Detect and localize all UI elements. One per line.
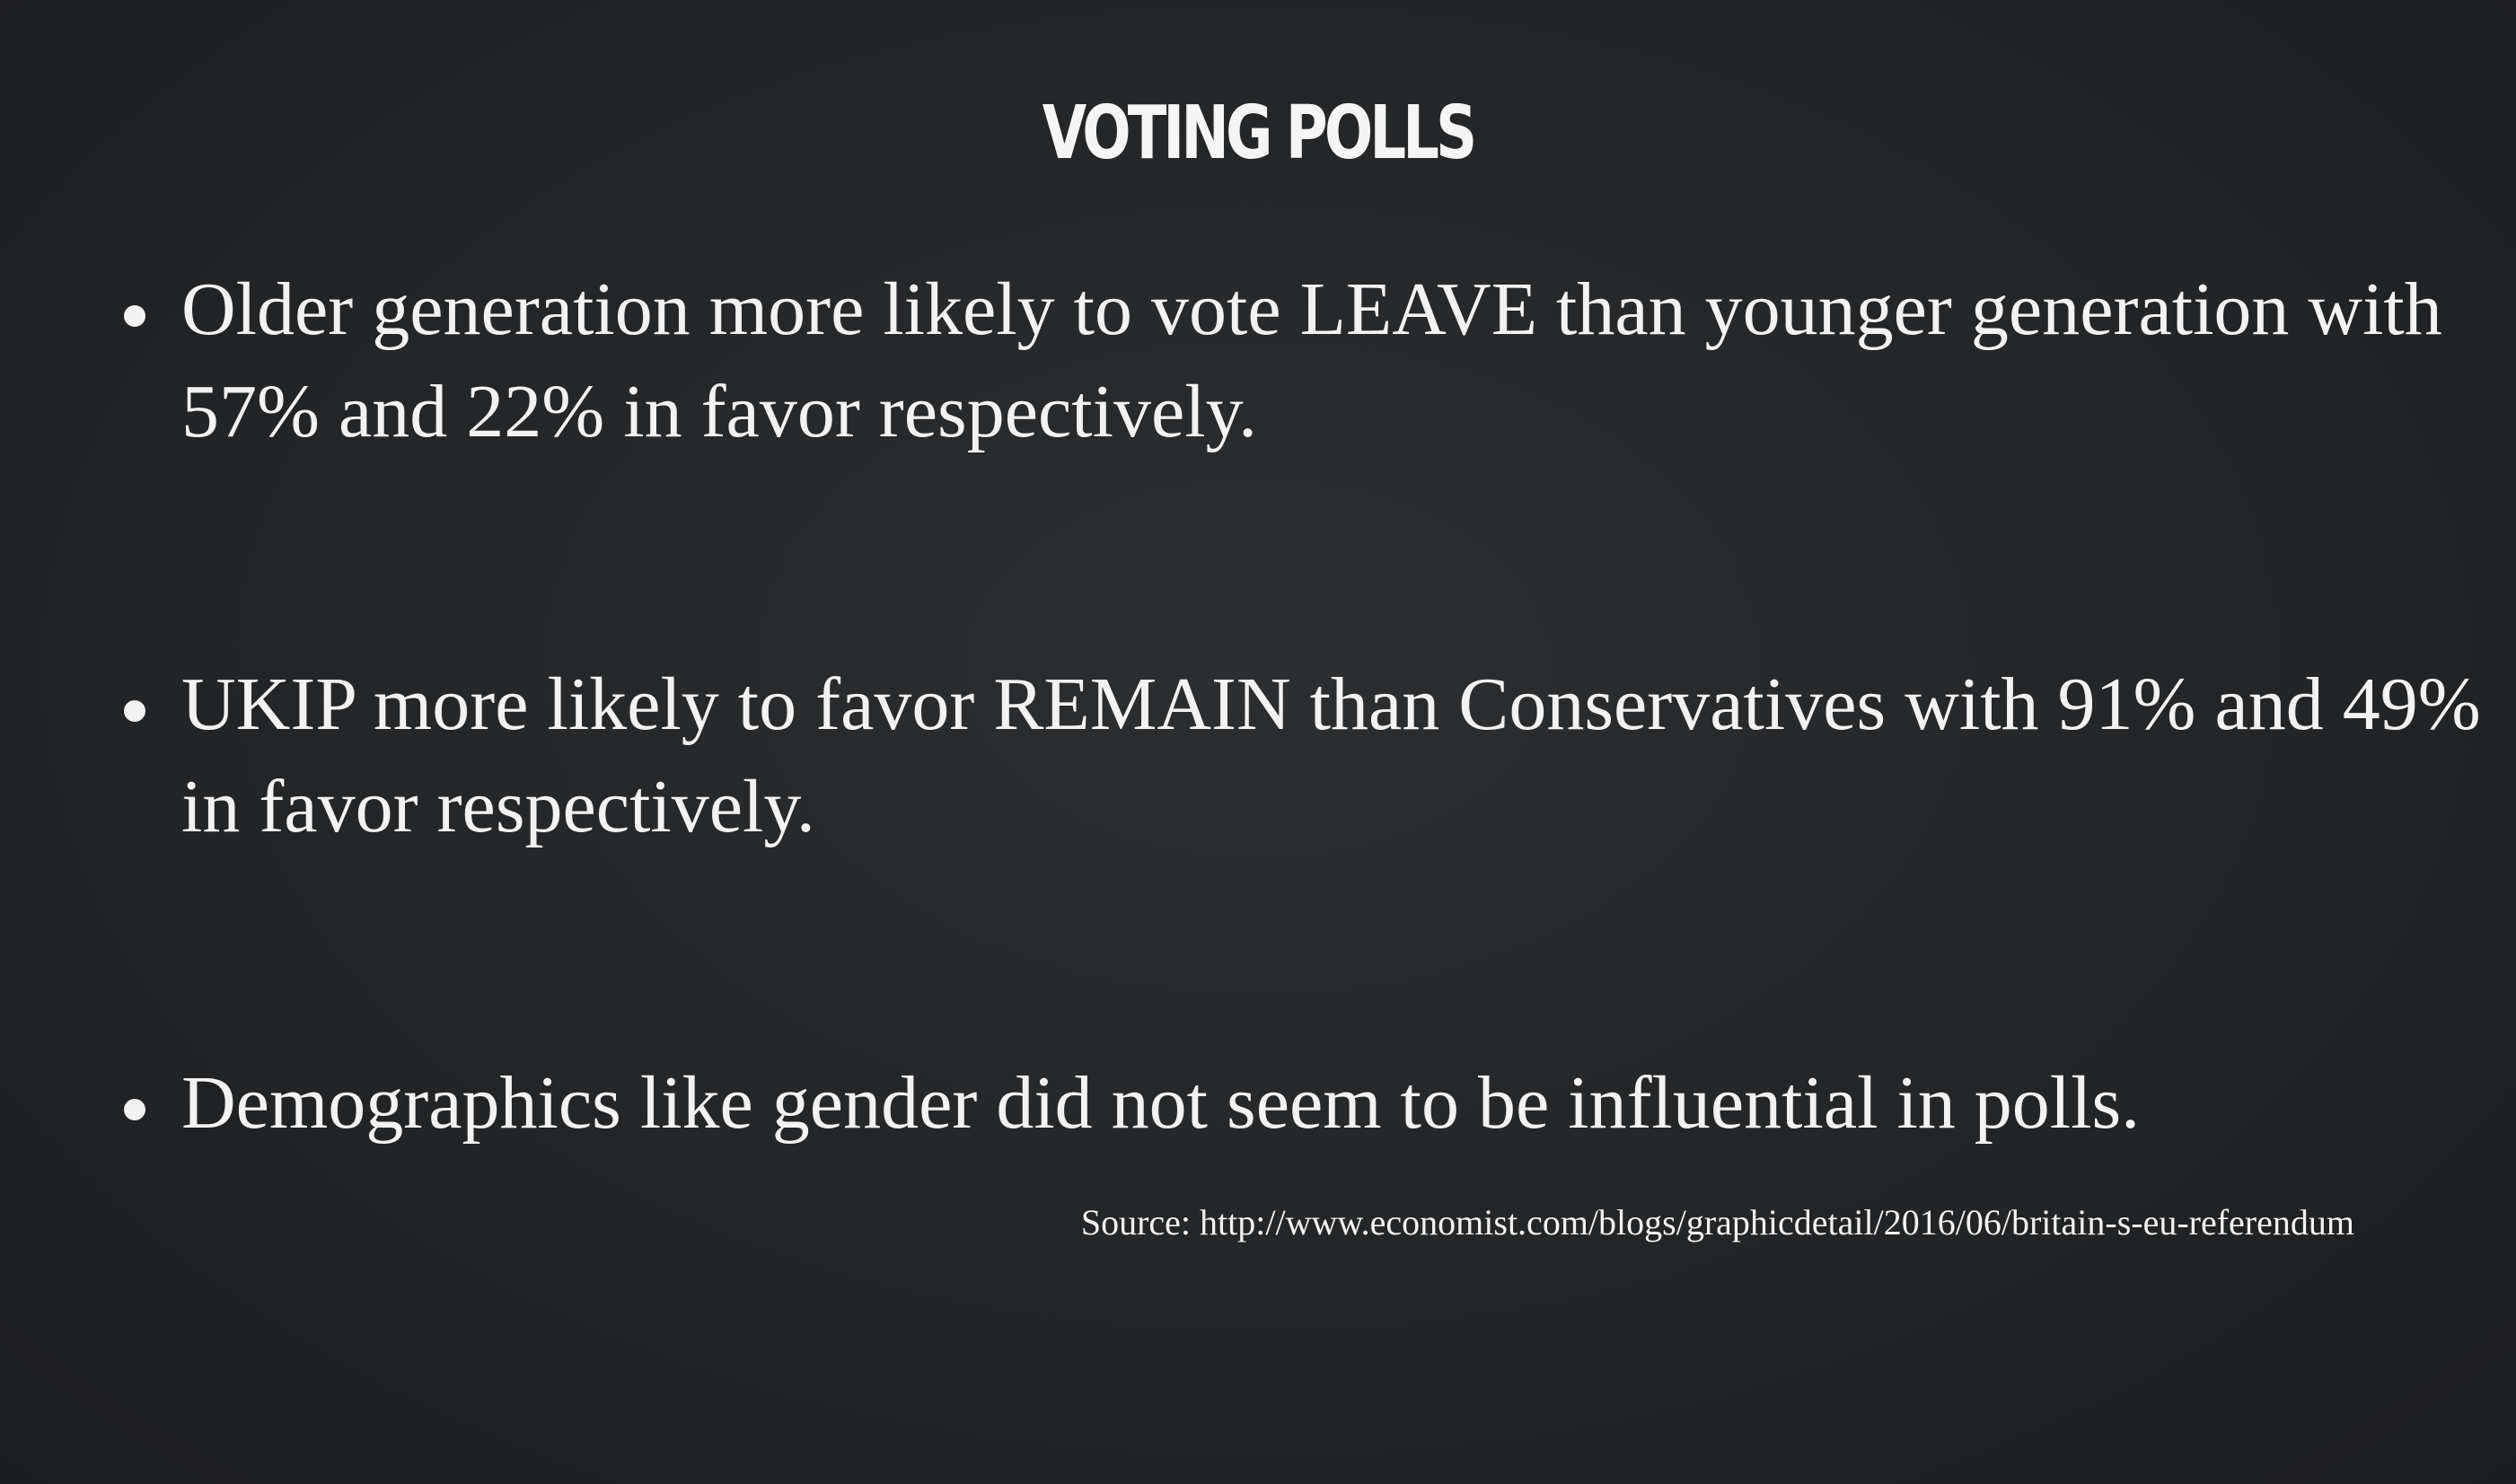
bullet-item: Older generation more likely to vote LEA… (117, 259, 2498, 463)
slide-title: VOTING POLLS (1042, 91, 1477, 176)
bullet-item: UKIP more likely to favor REMAIN than Co… (117, 654, 2498, 858)
source-citation: Source: http://www.economist.com/blogs/g… (1080, 1202, 2354, 1243)
bullet-item: Demographics like gender did not seem to… (117, 1052, 2498, 1155)
